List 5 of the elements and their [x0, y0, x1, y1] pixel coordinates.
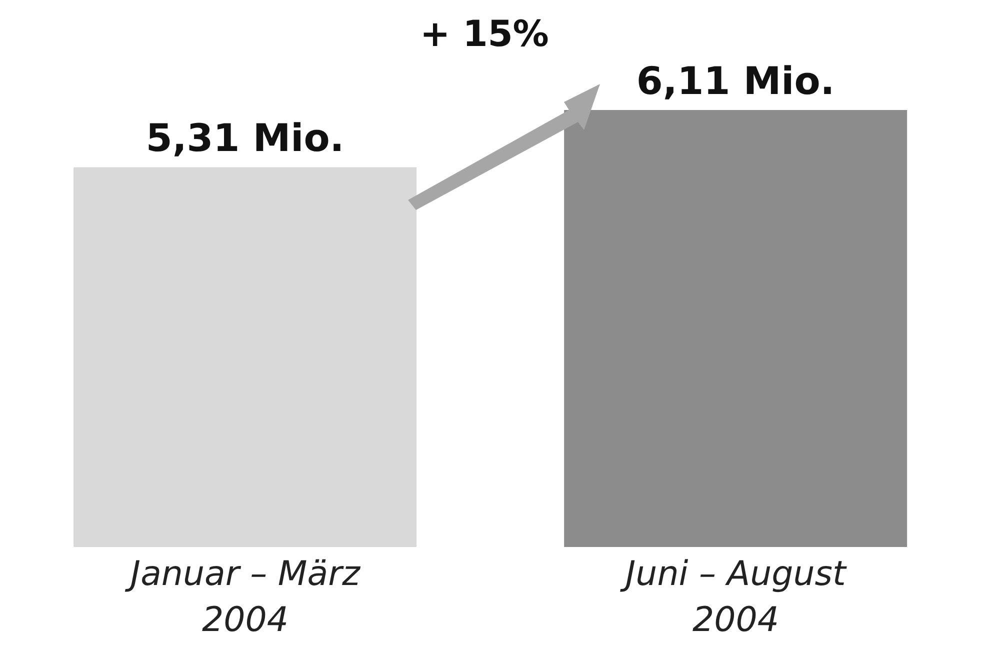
x-tick-label: Juni – August 2004	[620, 554, 848, 640]
x-tick-label: Januar – März 2004	[124, 554, 362, 640]
data-label: 5,31 Mio.	[146, 116, 344, 160]
text: + 15%	[420, 14, 549, 55]
data-label: 6,11 Mio.	[636, 59, 835, 103]
